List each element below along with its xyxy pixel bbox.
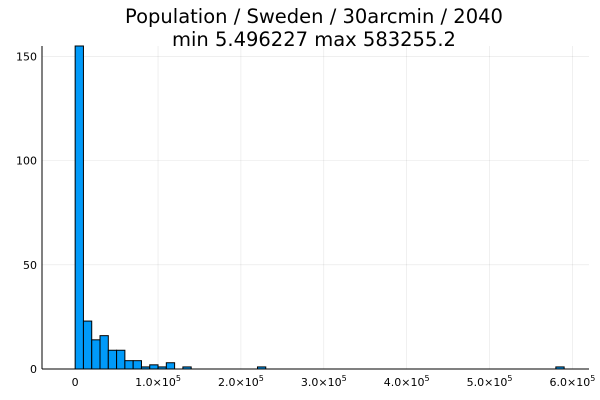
- y-tick-label: 100: [16, 155, 37, 168]
- x-tick-label: 0: [72, 376, 79, 389]
- grid: [42, 46, 589, 370]
- y-tick-label: 50: [23, 259, 37, 272]
- histogram-bar: [107, 349, 118, 370]
- x-tick-label: 2.0×105: [218, 374, 264, 389]
- x-tick-label: 6.0×105: [550, 374, 596, 389]
- y-tick-label: 0: [30, 363, 37, 376]
- histogram-bar: [74, 45, 84, 370]
- histogram-bars: [74, 45, 565, 370]
- x-axis-ticks: 0 1.0×105 2.0×105 3.0×105 4.0×105 5.0×105 6.0×…: [72, 374, 596, 389]
- x-tick-label: 1.0×105: [135, 374, 181, 389]
- x-tick-label: 3.0×105: [301, 374, 347, 389]
- y-tick-label: 150: [16, 50, 37, 63]
- axes: [41, 46, 589, 370]
- histogram-bar: [82, 320, 93, 370]
- chart-title-line-2: min 5.496227 max 583255.2: [172, 28, 456, 51]
- histogram-bar: [116, 349, 126, 370]
- x-tick-label: 5.0×105: [467, 374, 513, 389]
- histogram-bar: [99, 335, 109, 370]
- y-axis-ticks: 0 50 100 150: [16, 50, 37, 376]
- histogram-bar: [165, 362, 176, 370]
- chart-title-line-1: Population / Sweden / 30arcmin / 2040: [125, 5, 503, 28]
- histogram-bar: [132, 360, 142, 370]
- histogram-bar: [149, 364, 159, 370]
- x-tick-label: 4.0×105: [384, 374, 430, 389]
- histogram-bar: [91, 339, 101, 370]
- histogram-bar: [124, 360, 134, 370]
